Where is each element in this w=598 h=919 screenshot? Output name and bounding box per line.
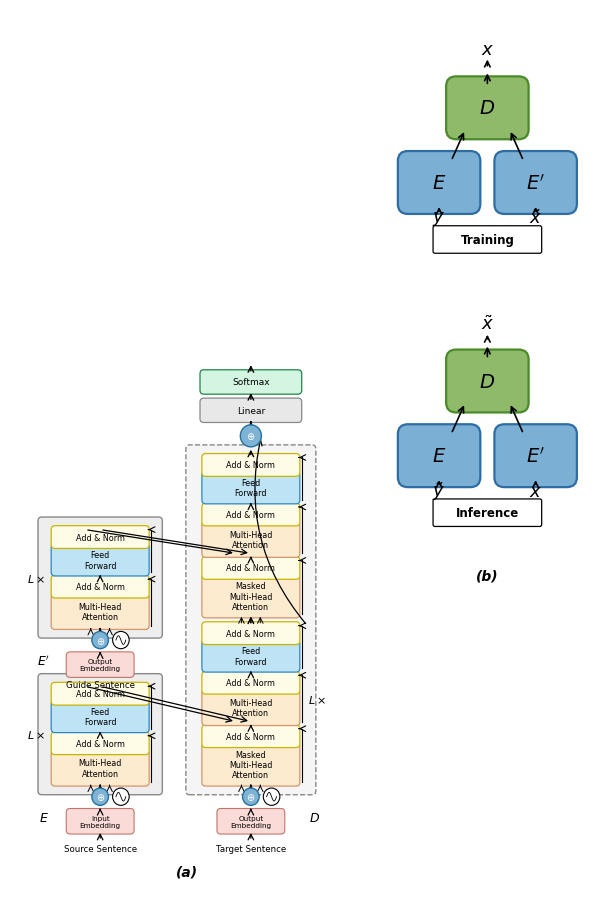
FancyBboxPatch shape [398, 425, 480, 488]
FancyBboxPatch shape [495, 152, 577, 215]
Text: Add & Norm: Add & Norm [227, 510, 275, 519]
FancyBboxPatch shape [51, 526, 149, 549]
Text: (a): (a) [176, 864, 198, 879]
Text: $\oplus$: $\oplus$ [246, 431, 255, 442]
FancyBboxPatch shape [446, 77, 529, 140]
Text: $L\times$: $L\times$ [308, 693, 326, 705]
Text: Add & Norm: Add & Norm [76, 533, 124, 542]
FancyBboxPatch shape [51, 594, 149, 630]
Text: Add & Norm: Add & Norm [76, 689, 124, 698]
FancyBboxPatch shape [200, 370, 302, 395]
Text: $L\times$: $L\times$ [27, 729, 45, 741]
FancyBboxPatch shape [51, 732, 149, 754]
Text: Feed
Forward: Feed Forward [234, 479, 267, 498]
Text: (b): (b) [476, 569, 499, 583]
Text: $D$: $D$ [480, 99, 495, 119]
Circle shape [92, 789, 108, 805]
Text: $D$: $D$ [309, 811, 321, 824]
Text: Multi-Head
Attention: Multi-Head Attention [78, 602, 122, 621]
FancyBboxPatch shape [433, 499, 542, 527]
Text: Add & Norm: Add & Norm [227, 461, 275, 470]
Text: Masked
Multi-Head
Attention: Masked Multi-Head Attention [229, 582, 273, 611]
Text: Add & Norm: Add & Norm [76, 583, 124, 592]
Text: $E$: $E$ [432, 174, 446, 193]
Text: $D$: $D$ [480, 372, 495, 391]
Text: Feed
Forward: Feed Forward [84, 550, 117, 570]
Text: $x$: $x$ [481, 40, 494, 59]
Text: Feed
Forward: Feed Forward [234, 647, 267, 666]
FancyBboxPatch shape [202, 472, 300, 505]
Text: Multi-Head
Attention: Multi-Head Attention [229, 530, 273, 550]
FancyBboxPatch shape [202, 522, 300, 558]
Text: Add & Norm: Add & Norm [227, 732, 275, 741]
Text: $\oplus$: $\oplus$ [96, 635, 105, 646]
Text: Softmax: Softmax [232, 378, 270, 387]
Text: $y$: $y$ [432, 210, 446, 228]
FancyBboxPatch shape [217, 809, 285, 834]
FancyBboxPatch shape [202, 672, 300, 695]
FancyBboxPatch shape [200, 399, 302, 423]
Text: $\oplus$: $\oplus$ [246, 791, 255, 802]
FancyBboxPatch shape [51, 544, 149, 576]
Text: Training: Training [460, 233, 514, 246]
Circle shape [243, 789, 259, 805]
Circle shape [92, 631, 108, 649]
Circle shape [263, 789, 280, 805]
Text: Output
Embedding: Output Embedding [230, 815, 271, 828]
Text: $E'$: $E'$ [526, 447, 545, 466]
Text: Guide Sentence: Guide Sentence [66, 680, 135, 689]
FancyBboxPatch shape [66, 809, 134, 834]
FancyBboxPatch shape [202, 641, 300, 673]
FancyBboxPatch shape [202, 504, 300, 527]
Text: $E$: $E$ [432, 447, 446, 466]
Circle shape [240, 425, 261, 448]
Text: Add & Norm: Add & Norm [227, 629, 275, 638]
Text: Multi-Head
Attention: Multi-Head Attention [78, 758, 122, 777]
Text: $L\times$: $L\times$ [27, 572, 45, 584]
FancyBboxPatch shape [51, 683, 149, 706]
Text: $\tilde{y}$: $\tilde{y}$ [432, 481, 446, 503]
Text: Source Sentence: Source Sentence [63, 845, 137, 854]
Text: Output
Embedding: Output Embedding [80, 658, 121, 672]
FancyBboxPatch shape [202, 689, 300, 726]
Text: $\oplus$: $\oplus$ [96, 791, 105, 802]
FancyBboxPatch shape [51, 700, 149, 732]
FancyBboxPatch shape [433, 226, 542, 254]
Text: Add & Norm: Add & Norm [76, 739, 124, 748]
FancyBboxPatch shape [186, 446, 316, 795]
Text: Target Sentence: Target Sentence [216, 845, 286, 854]
Text: Linear: Linear [237, 406, 265, 415]
FancyBboxPatch shape [202, 725, 300, 748]
Text: $E'$: $E'$ [37, 653, 50, 668]
Text: $x$: $x$ [529, 482, 542, 501]
Circle shape [112, 789, 129, 805]
FancyBboxPatch shape [202, 575, 300, 618]
Text: $E$: $E$ [39, 811, 48, 824]
FancyBboxPatch shape [202, 557, 300, 580]
Circle shape [112, 631, 129, 649]
FancyBboxPatch shape [446, 350, 529, 413]
Text: $\tilde{x}$: $\tilde{x}$ [529, 210, 542, 228]
Text: Input
Embedding: Input Embedding [80, 815, 121, 828]
FancyBboxPatch shape [38, 674, 162, 795]
Text: $\tilde{x}$: $\tilde{x}$ [481, 315, 494, 334]
FancyBboxPatch shape [202, 743, 300, 787]
Text: Add & Norm: Add & Norm [227, 678, 275, 687]
FancyBboxPatch shape [51, 575, 149, 598]
FancyBboxPatch shape [51, 750, 149, 787]
FancyBboxPatch shape [66, 652, 134, 677]
FancyBboxPatch shape [38, 517, 162, 639]
FancyBboxPatch shape [202, 454, 300, 477]
Text: $E'$: $E'$ [526, 174, 545, 193]
Text: Inference: Inference [456, 506, 519, 519]
Text: Masked
Multi-Head
Attention: Masked Multi-Head Attention [229, 750, 273, 779]
FancyBboxPatch shape [398, 152, 480, 215]
Text: Feed
Forward: Feed Forward [84, 707, 117, 726]
FancyBboxPatch shape [202, 622, 300, 645]
FancyBboxPatch shape [495, 425, 577, 488]
Text: Multi-Head
Attention: Multi-Head Attention [229, 698, 273, 718]
Text: Add & Norm: Add & Norm [227, 564, 275, 573]
